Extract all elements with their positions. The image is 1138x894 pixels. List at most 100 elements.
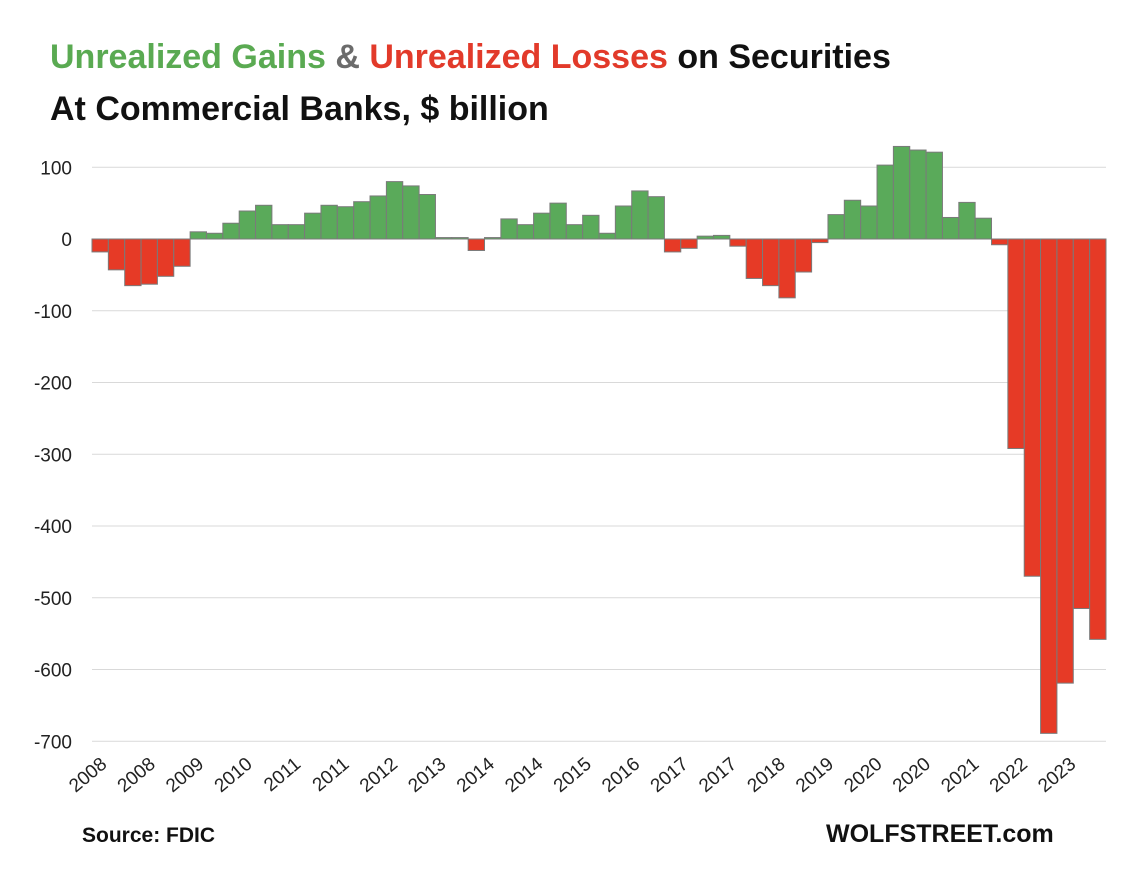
bar-gain (385, 181, 404, 240)
bar-loss (467, 238, 486, 251)
bar-loss (794, 238, 813, 273)
bar-loss (1072, 238, 1091, 610)
title-gains: Unrealized Gains (50, 38, 326, 76)
bar-gain (418, 194, 436, 240)
x-tick-label: 2013 (404, 754, 450, 797)
bar-loss (762, 238, 780, 287)
bar-gain (843, 199, 862, 240)
x-tick-label: 2014 (453, 753, 499, 797)
bar-gain (369, 195, 387, 240)
bar-loss (140, 238, 158, 285)
bar-gain (402, 185, 420, 240)
bar-gain (712, 234, 731, 240)
bar-loss (107, 238, 126, 271)
brand-label: WOLFSTREET.com (826, 820, 1054, 848)
bar-gain (271, 224, 289, 240)
bar-loss (663, 238, 682, 253)
x-tick-label: 2016 (598, 754, 644, 797)
bar-loss (156, 238, 175, 277)
y-tick-label: -200 (34, 374, 72, 395)
x-tick-label: 2015 (550, 754, 596, 797)
bar-gain (876, 164, 894, 240)
y-tick-label: -700 (34, 732, 72, 753)
bar-loss (1089, 238, 1107, 640)
title-losses: Unrealized Losses (369, 38, 668, 76)
bar-loss (173, 238, 191, 267)
bar-gain (860, 205, 878, 240)
bar-loss (811, 238, 829, 244)
bar-gain (647, 196, 665, 240)
y-tick-label: -100 (34, 302, 72, 323)
x-tick-label: 2017 (647, 754, 693, 797)
y-tick-label: -300 (34, 445, 72, 466)
chart-title: Unrealized Gains & Unrealized Losses on … (50, 40, 891, 74)
bar-gain (238, 210, 257, 240)
title-ampersand: & (335, 38, 360, 76)
bar-gain (549, 202, 567, 240)
bars (91, 145, 1107, 734)
x-tick-label: 2008 (114, 754, 160, 797)
x-tick-label: 2009 (162, 754, 208, 797)
bar-gain (255, 204, 273, 240)
bar-gain (205, 232, 224, 240)
x-tick-label: 2021 (937, 754, 983, 797)
bar-gain (941, 216, 960, 240)
bar-gain (533, 212, 551, 240)
bar-loss (729, 238, 747, 247)
y-tick-label: -600 (34, 661, 72, 682)
bar-gain (304, 212, 322, 240)
bar-gain (909, 149, 927, 240)
bar-gain (287, 224, 306, 240)
bar-gain (353, 201, 371, 240)
x-tick-label: 2023 (1034, 754, 1080, 797)
x-tick-label: 2008 (65, 754, 111, 797)
bar-gain (827, 214, 845, 240)
bar-loss (1040, 238, 1058, 734)
bar-gain (516, 224, 535, 240)
x-tick-label: 2010 (211, 754, 257, 797)
bar-gain (451, 237, 469, 240)
x-tick-label: 2011 (260, 754, 305, 796)
y-tick-label: -500 (34, 589, 72, 610)
bar-loss (91, 238, 109, 253)
y-tick-label: 100 (40, 158, 72, 179)
bar-gain (974, 217, 993, 240)
bar-loss (778, 238, 796, 299)
bar-gain (320, 204, 338, 240)
bar-gain (958, 201, 976, 240)
x-tick-label: 2019 (792, 754, 838, 797)
bar-loss (745, 238, 764, 279)
bar-loss (1007, 238, 1025, 450)
x-tick-label: 2018 (744, 754, 790, 797)
bar-gain (598, 232, 616, 240)
x-tick-label: 2020 (841, 754, 887, 797)
x-tick-label: 2012 (356, 754, 402, 797)
bar-gain (696, 235, 714, 240)
x-axis: 2008 2008 2009 2010 2011 2011 2012 2013 2014 2014… (65, 753, 1080, 797)
y-tick-label: 0 (61, 230, 72, 251)
x-tick-label: 2011 (309, 754, 354, 796)
bar-gain (434, 237, 453, 240)
bar-loss (124, 238, 142, 287)
bar-gain (189, 231, 207, 240)
chart-subtitle: At Commercial Banks, $ billion (50, 90, 549, 128)
x-tick-label: 2022 (986, 754, 1032, 797)
bar-gain (582, 214, 600, 240)
x-tick-label: 2014 (501, 753, 547, 797)
y-tick-label: -400 (34, 517, 72, 538)
bar-gain (925, 151, 943, 240)
bar-gain (222, 222, 240, 240)
bar-loss (1023, 238, 1042, 577)
bar-gain (484, 237, 502, 240)
bar-loss (680, 238, 698, 249)
bar-loss (1056, 238, 1074, 684)
x-tick-label: 2017 (695, 754, 741, 797)
bar-gain (500, 218, 518, 240)
bar-gain (565, 224, 584, 240)
bar-gain (631, 190, 649, 240)
bar-loss (991, 238, 1009, 246)
grid-lines (92, 166, 1106, 742)
y-axis: 100 0 -100 -200 -300 -400 -500 -600 -700 (34, 158, 72, 753)
bar-gain (614, 205, 633, 240)
